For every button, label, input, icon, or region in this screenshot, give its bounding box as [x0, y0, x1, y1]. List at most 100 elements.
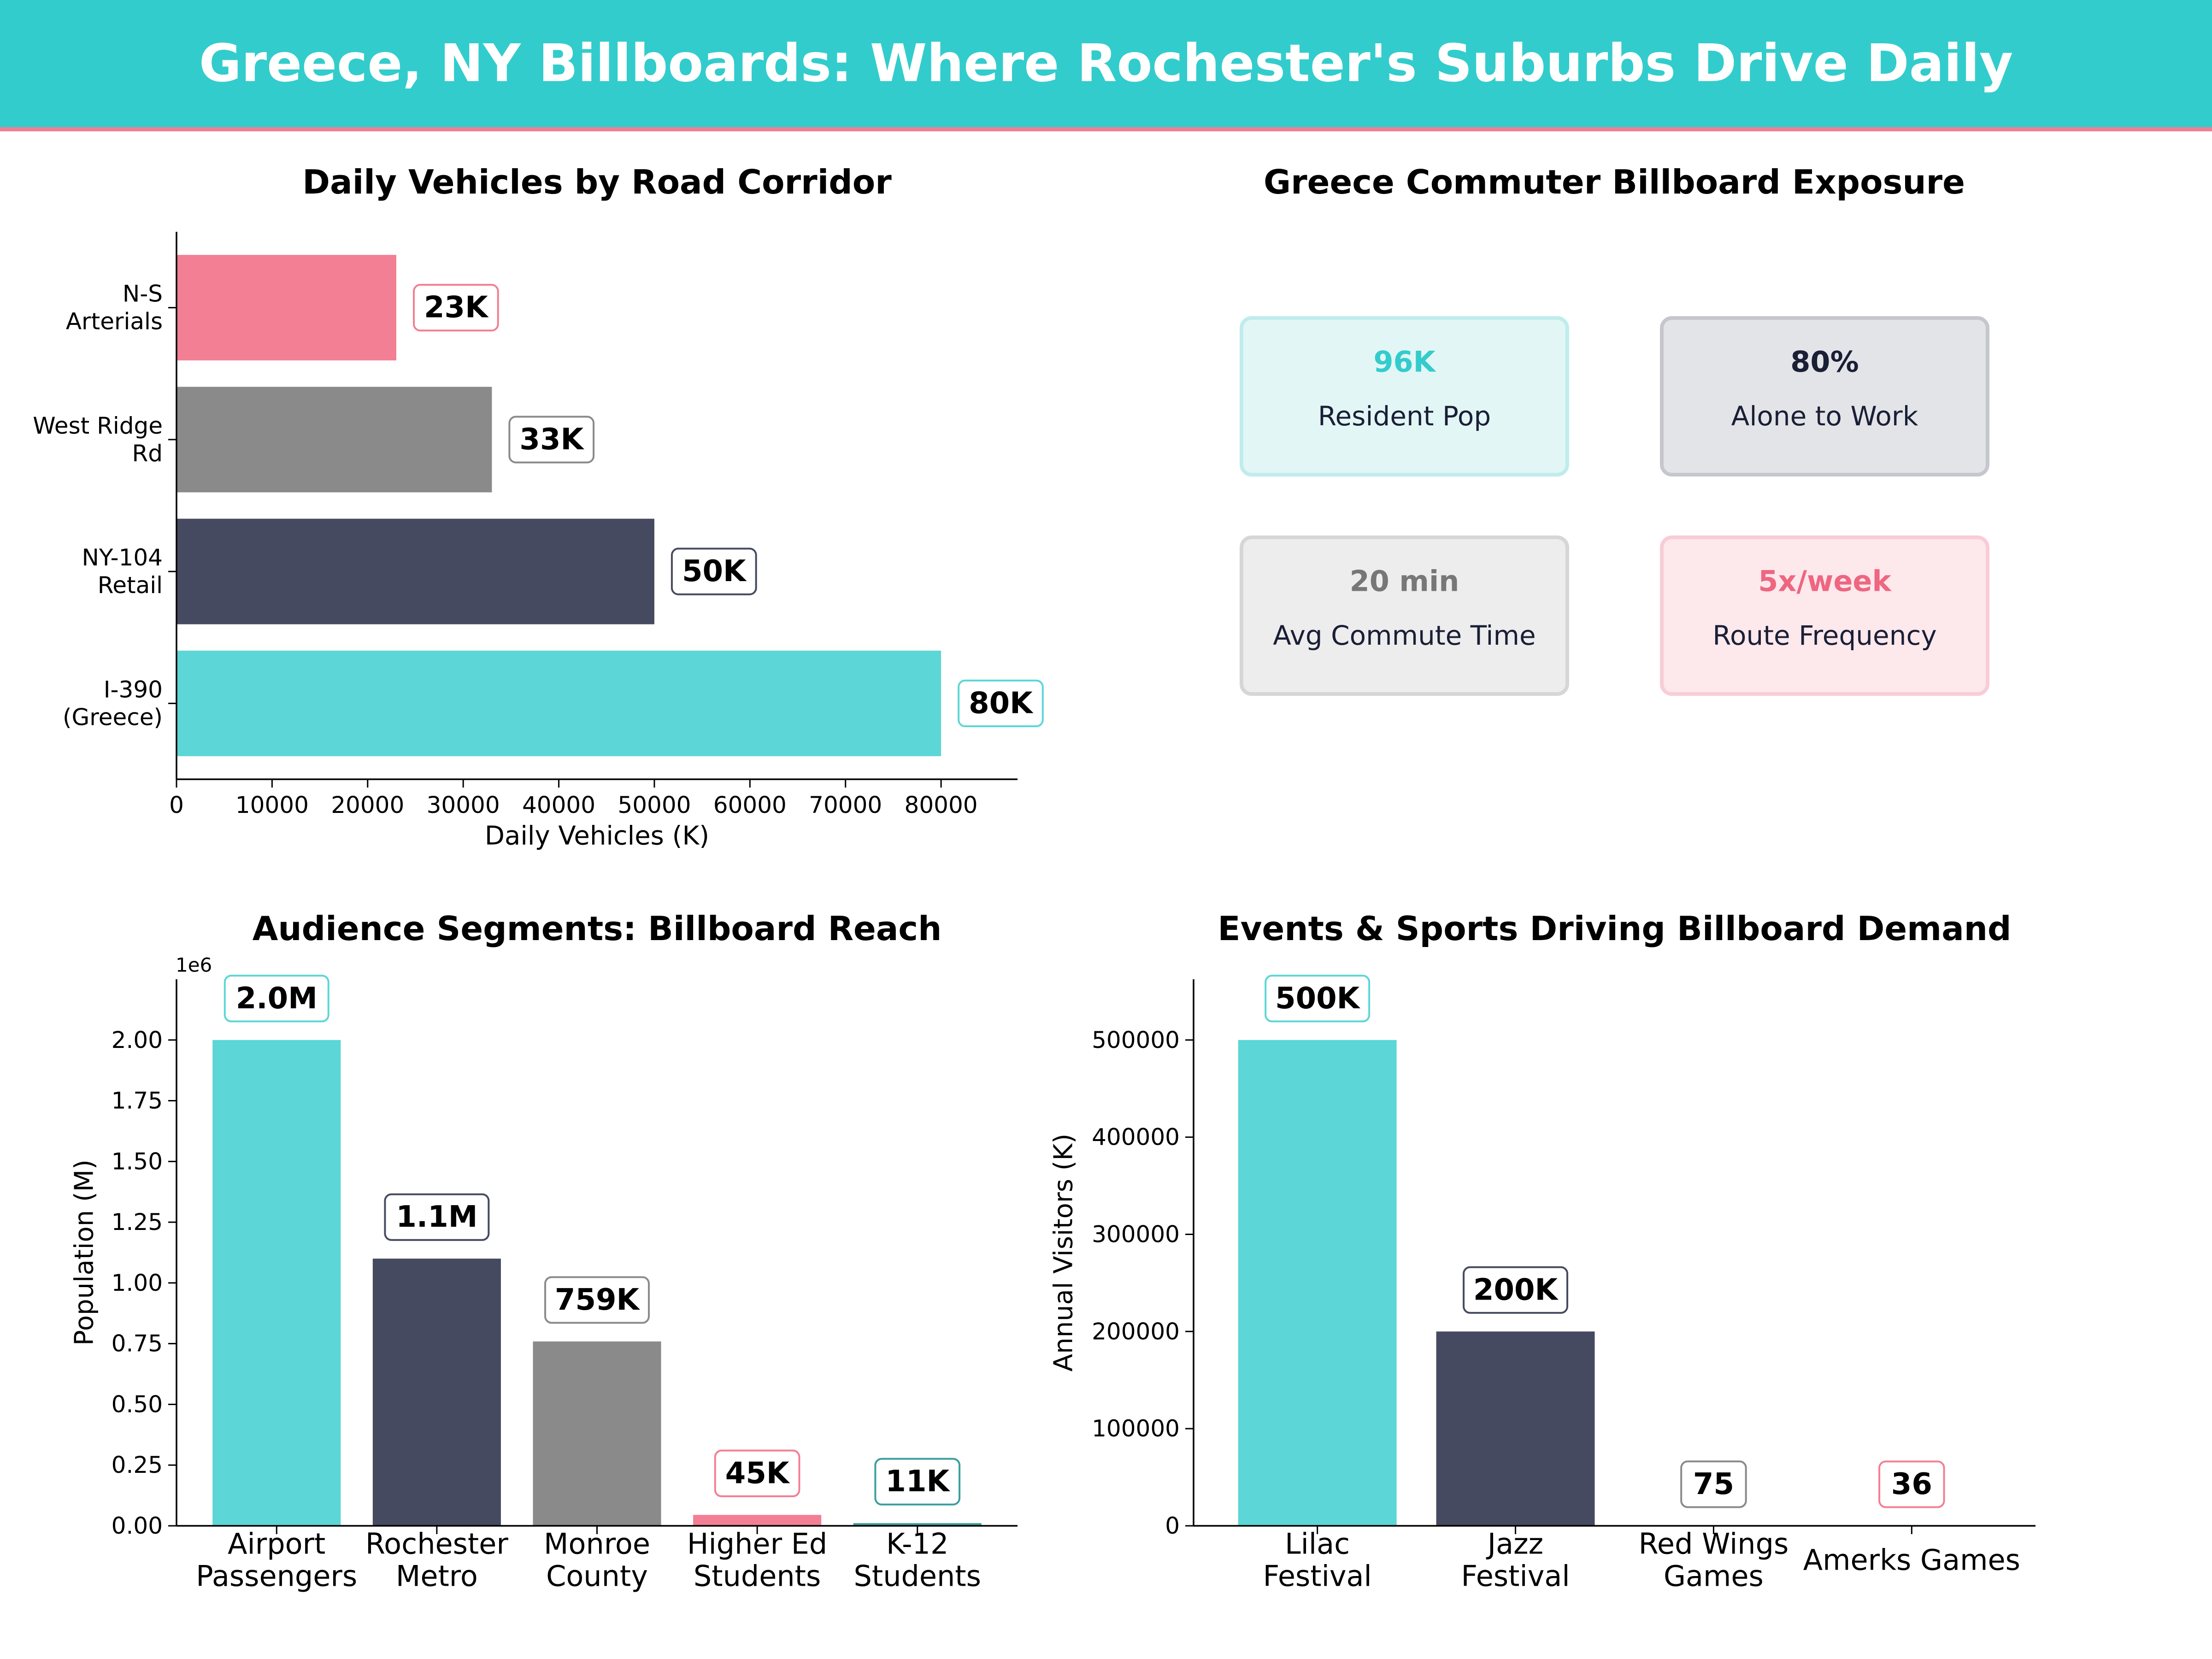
chart3-data-label: 759K [555, 1283, 641, 1317]
chart3-ytick-label: 0.50 [112, 1391, 163, 1418]
chart3-xtick-label: Higher Ed [687, 1527, 827, 1561]
chart3-data-label: 11K [885, 1465, 950, 1499]
chart3-data-label-box [544, 1276, 650, 1324]
chart3-ytick-label: 1.00 [112, 1270, 163, 1296]
chart3-data-label-box [384, 1193, 490, 1241]
kpi-card [1660, 316, 1989, 477]
chart4-ytick-label: 500000 [1092, 1027, 1180, 1053]
chart1-ytick-label: I-390 [104, 676, 163, 703]
chart1-xtick-label: 60000 [713, 792, 787, 818]
chart1-ytick-label: Arterials [66, 308, 163, 335]
chart1-bar [176, 650, 941, 756]
kpi-card [1240, 316, 1569, 477]
chart4-ytick-label: 300000 [1092, 1221, 1180, 1247]
chart1-bar [176, 387, 492, 493]
chart3-bar [853, 1523, 982, 1526]
chart4-ytick-label: 400000 [1092, 1124, 1180, 1151]
kpi-card-value: 96K [1373, 345, 1436, 379]
chart4-ytick-label: 0 [1165, 1512, 1180, 1539]
chart3-ytick-label: 1.75 [112, 1088, 163, 1114]
chart1-data-label: 50K [682, 554, 747, 588]
chart4-data-label: 36 [1891, 1467, 1932, 1501]
chart4-ylabel: Annual Visitors (K) [1049, 1134, 1079, 1371]
chart3-ytick-label: 0.25 [112, 1452, 163, 1478]
kpi-card-label: Resident Pop [1318, 400, 1491, 432]
chart3-data-label-box [874, 1458, 961, 1506]
chart1-ytick-label: Retail [98, 572, 163, 599]
chart4-xtick-label: Games [1664, 1559, 1764, 1593]
chart4-data-label: 200K [1473, 1273, 1559, 1307]
chart1-xtick-label: 80000 [905, 792, 978, 818]
kpi-card-label: Avg Commute Time [1273, 620, 1535, 651]
chart3-data-label-box [224, 975, 329, 1023]
kpi-title: Greece Commuter Billboard Exposure [1264, 163, 1965, 201]
chart3-ytick-label: 2.00 [112, 1027, 163, 1053]
chart4-ytick-label: 200000 [1092, 1318, 1180, 1345]
chart3-ytick-label: 1.25 [112, 1209, 163, 1235]
chart4-data-label-box [1463, 1266, 1569, 1314]
chart3-xtick-label: Metro [396, 1559, 478, 1593]
chart4-data-label: 75 [1693, 1467, 1734, 1501]
kpi-card [1660, 535, 1989, 696]
chart3-data-label-box [714, 1449, 800, 1497]
chart4-xtick-label: Jazz [1486, 1527, 1543, 1561]
kpi-card-label: Route Frequency [1712, 620, 1936, 651]
chart1-ytick-label: (Greece) [63, 704, 163, 730]
chart1-xtick-label: 30000 [427, 792, 500, 818]
chart1-ytick-label: West Ridge [33, 412, 163, 439]
chart3-xtick-label: Students [854, 1559, 981, 1593]
chart3-xtick-label: Monroe [544, 1527, 650, 1561]
chart4-bar [1238, 1040, 1397, 1526]
chart4-title: Events & Sports Driving Billboard Demand [1218, 909, 2011, 948]
kpi-card-label: Alone to Work [1731, 400, 1918, 432]
chart1-ytick-label: N-S [123, 281, 163, 307]
chart1-data-label: 33K [519, 423, 584, 457]
page-title: Greece, NY Billboards: Where Rochester's… [199, 34, 2013, 94]
chart4-xtick-label: Festival [1263, 1559, 1372, 1593]
chart3-ylabel: Population (M) [70, 1159, 100, 1346]
chart1-data-label-box [958, 679, 1044, 727]
chart3-xtick-label: County [546, 1559, 648, 1593]
chart4-data-label-box [1265, 975, 1371, 1023]
chart3-ytick-label: 0.75 [112, 1330, 163, 1357]
chart3-xtick-label: Passengers [196, 1559, 357, 1593]
kpi-card [1240, 535, 1569, 696]
header-banner [0, 0, 2212, 127]
chart3-bar [212, 1040, 341, 1526]
chart4-xtick-label: Festival [1461, 1559, 1570, 1593]
chart1-ytick-label: Rd [132, 440, 163, 467]
chart1-data-label: 80K [969, 686, 1034, 720]
chart3-xtick-label: K-12 [886, 1527, 948, 1561]
chart3-xtick-label: Rochester [365, 1527, 509, 1561]
chart1-xtick-label: 10000 [235, 792, 309, 818]
chart1-data-label: 23K [424, 291, 489, 325]
chart1-xlabel: Daily Vehicles (K) [485, 821, 709, 851]
chart1-xtick-label: 40000 [522, 792, 595, 818]
chart3-xtick-label: Airport [228, 1527, 325, 1561]
chart1-xtick-label: 0 [169, 792, 184, 818]
chart1-data-label-box [412, 284, 499, 332]
chart4-data-label-box [1878, 1460, 1945, 1508]
chart1-xtick-label: 50000 [618, 792, 691, 818]
chart4-xtick-label: Amerks Games [1803, 1543, 2020, 1577]
chart3-title: Audience Segments: Billboard Reach [253, 909, 942, 948]
chart1-xtick-label: 70000 [809, 792, 882, 818]
kpi-card-value: 5x/week [1758, 565, 1892, 598]
chart3-offset-text: 1e6 [176, 954, 212, 977]
kpi-card-value: 20 min [1350, 565, 1459, 598]
chart3-bar [693, 1515, 822, 1526]
chart4-xtick-label: Red Wings [1639, 1527, 1789, 1561]
chart1-data-label-box [508, 416, 595, 464]
chart4-data-label-box [1680, 1460, 1747, 1508]
chart1-bar [176, 518, 654, 624]
chart4-ytick-label: 100000 [1092, 1415, 1180, 1442]
chart4-bar [1436, 1331, 1595, 1526]
chart3-ytick-label: 1.50 [112, 1148, 163, 1175]
chart1-ytick-label: NY-104 [82, 544, 163, 571]
header-divider [0, 127, 2212, 131]
chart3-bar [372, 1259, 501, 1526]
chart3-bar [533, 1341, 661, 1526]
chart1-data-label-box [671, 547, 757, 595]
chart4-xtick-label: Lilac [1285, 1527, 1350, 1561]
